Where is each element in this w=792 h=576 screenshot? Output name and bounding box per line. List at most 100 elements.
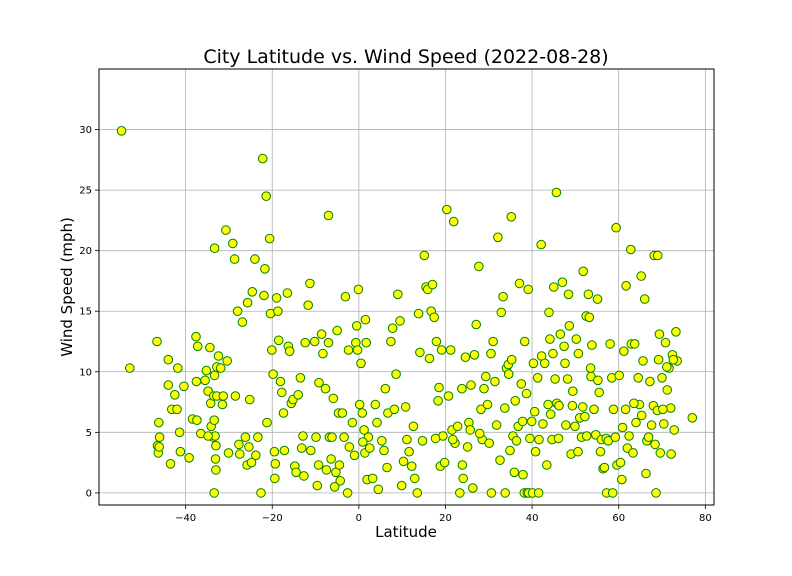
data-point xyxy=(314,377,324,388)
x-tick-label: −40 xyxy=(175,513,196,524)
data-point xyxy=(458,473,469,484)
data-point xyxy=(548,348,558,359)
data-point xyxy=(589,404,599,415)
data-point xyxy=(244,394,255,405)
data-point xyxy=(654,329,665,340)
data-point xyxy=(419,250,430,261)
x-tick-label: 0 xyxy=(356,513,362,524)
data-point xyxy=(323,210,334,221)
data-point xyxy=(645,376,655,387)
data-point xyxy=(273,335,284,346)
data-point xyxy=(353,284,364,295)
data-point xyxy=(490,376,500,387)
x-axis-label: Latitude xyxy=(375,523,437,541)
data-point xyxy=(201,365,212,376)
data-point xyxy=(509,467,520,478)
data-point xyxy=(361,337,372,348)
data-point xyxy=(179,381,189,392)
data-point xyxy=(412,488,423,498)
data-point xyxy=(211,440,221,451)
data-point xyxy=(544,307,554,318)
x-tick-label: 80 xyxy=(699,513,712,524)
data-point xyxy=(312,480,323,491)
data-point xyxy=(360,314,371,325)
data-point xyxy=(327,432,337,443)
data-point xyxy=(659,419,669,429)
data-point xyxy=(296,443,307,453)
y-tick-label: 20 xyxy=(79,246,92,257)
data-point xyxy=(521,388,532,399)
y-tick-label: 5 xyxy=(86,428,92,439)
data-point xyxy=(550,374,560,384)
data-point xyxy=(218,391,229,401)
data-point xyxy=(578,266,589,277)
data-point xyxy=(184,453,194,463)
data-point xyxy=(629,339,640,349)
data-point xyxy=(170,390,180,400)
data-point xyxy=(510,396,521,406)
data-point xyxy=(482,399,493,410)
data-point xyxy=(240,432,251,443)
data-point xyxy=(209,415,219,426)
data-point xyxy=(471,319,482,330)
data-point xyxy=(518,469,528,480)
data-point xyxy=(498,291,508,302)
data-point xyxy=(567,400,578,411)
data-point xyxy=(404,446,414,457)
data-point xyxy=(191,376,202,387)
data-point xyxy=(358,437,368,447)
data-point xyxy=(329,482,340,492)
data-point xyxy=(174,427,185,438)
data-point xyxy=(514,278,525,289)
data-point xyxy=(275,376,286,387)
data-point xyxy=(554,400,564,411)
data-point xyxy=(377,436,387,446)
data-point xyxy=(495,455,505,466)
axis-ticks: −40 −20 0 20 40 60 80 0 5 10 15 20 25 30 xyxy=(79,125,711,524)
data-point xyxy=(229,254,240,264)
data-point xyxy=(154,442,164,452)
data-point xyxy=(300,337,311,348)
data-point xyxy=(264,233,275,244)
data-point xyxy=(610,432,621,443)
data-point xyxy=(413,308,424,319)
data-point xyxy=(291,467,301,478)
data-point xyxy=(534,434,544,445)
data-point xyxy=(500,488,511,498)
data-point xyxy=(260,264,270,274)
data-point xyxy=(334,460,345,470)
data-point xyxy=(555,329,566,340)
data-point xyxy=(539,358,550,369)
data-point xyxy=(551,187,562,198)
data-point xyxy=(367,473,378,484)
data-point xyxy=(488,336,498,347)
data-point xyxy=(299,471,309,481)
data-point xyxy=(651,488,661,498)
data-point xyxy=(116,126,127,136)
data-point xyxy=(357,408,368,418)
data-point xyxy=(585,363,596,373)
data-point xyxy=(560,358,570,369)
data-point xyxy=(486,348,496,359)
data-point xyxy=(400,402,411,412)
data-point xyxy=(638,356,648,366)
data-point xyxy=(500,403,510,413)
data-point xyxy=(650,439,660,450)
data-point xyxy=(643,432,654,443)
data-point xyxy=(506,354,517,365)
data-point xyxy=(373,484,384,495)
data-point xyxy=(561,420,571,430)
data-point xyxy=(469,350,480,360)
data-point xyxy=(364,443,375,453)
data-point xyxy=(468,483,478,493)
data-point xyxy=(173,363,183,373)
data-point xyxy=(339,432,349,443)
data-point xyxy=(486,488,497,498)
data-point xyxy=(646,420,657,430)
data-point xyxy=(545,334,555,344)
data-point xyxy=(163,380,174,390)
data-points xyxy=(116,126,698,498)
data-point xyxy=(215,363,226,373)
